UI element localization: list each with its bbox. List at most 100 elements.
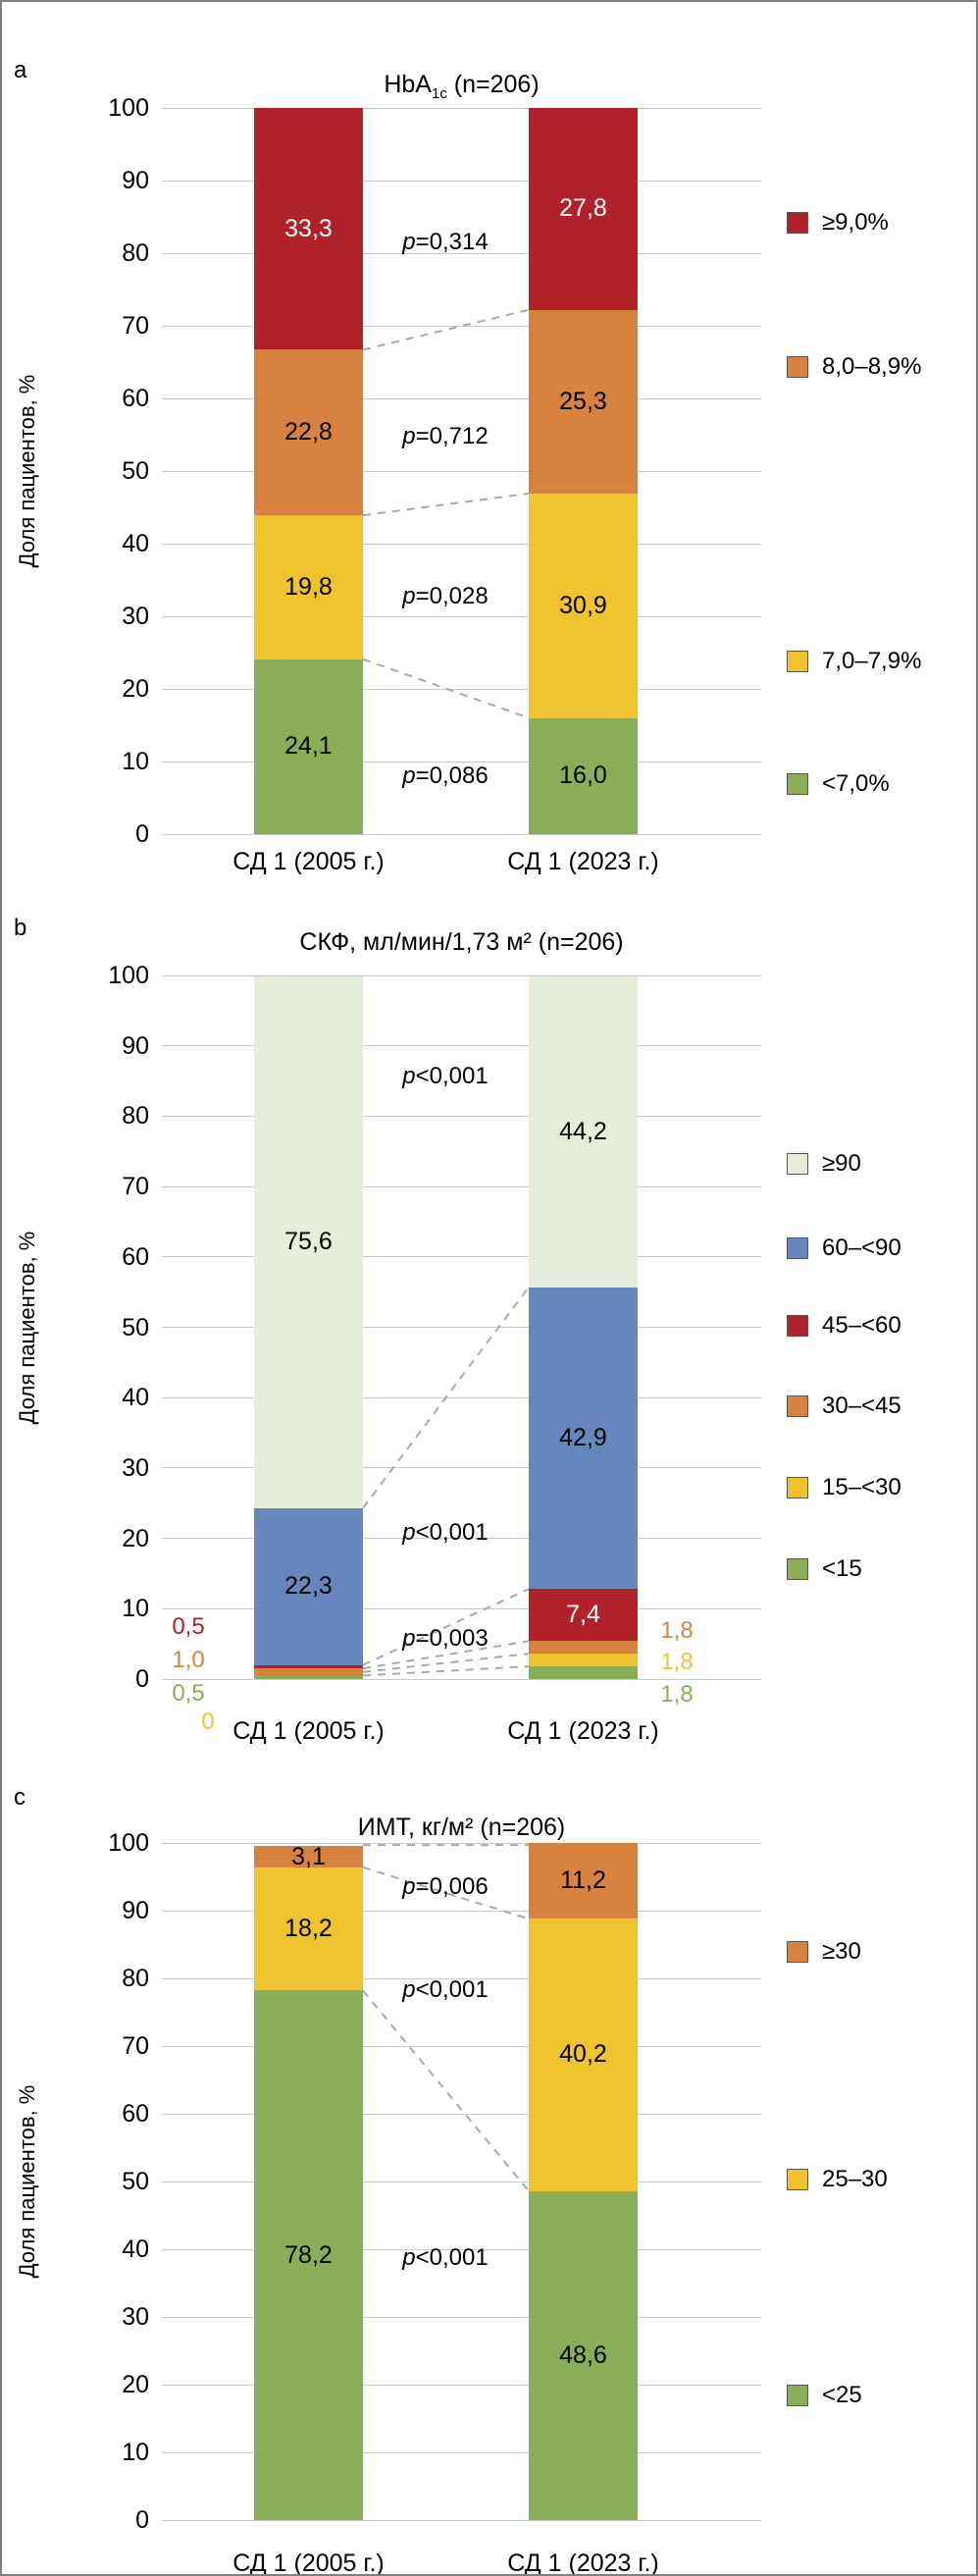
gridline-70 xyxy=(162,1185,761,1187)
y-axis-title: Доля пациентов, % xyxy=(15,374,39,568)
gridline-90 xyxy=(162,1910,761,1912)
segment-yellow xyxy=(529,1654,638,1667)
legend-swatch-pale_green xyxy=(787,1153,808,1176)
y-tick-label-10: 10 xyxy=(122,748,149,775)
segment-yellow: 18,2 xyxy=(254,1866,363,1991)
p-value-label: p=0,003 xyxy=(402,1625,489,1653)
segment-orange xyxy=(529,1641,638,1655)
y-tick-label-60: 60 xyxy=(122,1242,149,1271)
panel-letter-c: c xyxy=(14,1784,26,1811)
legend-label: ≥9,0% xyxy=(822,208,889,236)
connector-line xyxy=(362,1989,530,2192)
gridline-80 xyxy=(162,252,761,254)
panel-title-subscript: 1c xyxy=(431,85,447,102)
gridline-40 xyxy=(162,1396,761,1398)
legend-label: 15–<30 xyxy=(822,1473,901,1500)
legend-swatch-orange xyxy=(787,356,808,379)
segment-red: 27,8 xyxy=(529,108,638,310)
y-tick-label-80: 80 xyxy=(122,1965,149,1992)
segment-value-label: 22,3 xyxy=(284,1572,333,1601)
y-tick-label-70: 70 xyxy=(122,2032,149,2060)
legend-label: <25 xyxy=(822,2382,862,2409)
p-italic: p xyxy=(402,1625,416,1653)
gridline-10 xyxy=(162,2451,761,2453)
segment-value-label: 78,2 xyxy=(284,2240,333,2269)
y-axis-title: Доля пациентов, % xyxy=(15,1231,39,1424)
legend-label: <15 xyxy=(822,1555,862,1583)
p-italic: p xyxy=(402,1872,416,1900)
segment-blue: 22,3 xyxy=(254,1507,363,1665)
panel-title-main: ИМТ, кг/м² (n=206) xyxy=(357,1814,566,1841)
gridline-30 xyxy=(162,1467,761,1469)
y-tick-label-40: 40 xyxy=(122,2235,149,2263)
segment-value-label-outside: 1,8 xyxy=(660,1680,694,1708)
segment-value-label: 3,1 xyxy=(291,1842,326,1870)
x-category-label: СД 1 (2023 г.) xyxy=(507,2550,659,2576)
panel-title: ИМТ, кг/м² (n=206) xyxy=(162,1814,761,1842)
y-tick-label-10: 10 xyxy=(122,2439,149,2466)
y-tick-label-100: 100 xyxy=(108,962,149,989)
y-tick-label-0: 0 xyxy=(135,1665,149,1693)
y-tick-label-60: 60 xyxy=(122,385,149,412)
legend-label: <7,0% xyxy=(822,769,890,797)
y-tick-label-70: 70 xyxy=(122,1173,149,1201)
y-tick-label-40: 40 xyxy=(122,1384,149,1412)
x-category-label: СД 1 (2005 г.) xyxy=(232,2550,385,2576)
gridline-90 xyxy=(162,180,761,182)
y-tick-label-20: 20 xyxy=(122,1524,149,1552)
legend-label: 8,0–8,9% xyxy=(822,353,922,381)
legend-swatch-blue xyxy=(787,1237,808,1260)
gridline-40 xyxy=(162,543,761,545)
gridline-100 xyxy=(162,1842,761,1844)
p-value-label: p=0,314 xyxy=(402,228,489,255)
segment-orange: 25,3 xyxy=(529,309,638,494)
segment-value-label-outside: 0,5 xyxy=(172,1680,205,1708)
segment-green xyxy=(529,1666,638,1679)
gridline-30 xyxy=(162,615,761,617)
p-value-label: p<0,001 xyxy=(402,1063,489,1090)
p-italic: p xyxy=(402,228,416,255)
p-italic: p xyxy=(402,762,416,789)
segment-value-label-outside: 0 xyxy=(201,1708,215,1735)
y-tick-label-30: 30 xyxy=(122,603,149,630)
y-tick-label-70: 70 xyxy=(122,312,149,340)
p-value-label: p<0,001 xyxy=(402,1518,489,1546)
segment-value-label: 30,9 xyxy=(559,591,607,619)
x-category-label: СД 1 (2023 г.) xyxy=(507,848,659,875)
y-tick-label-30: 30 xyxy=(122,1453,149,1482)
y-tick-label-50: 50 xyxy=(122,1313,149,1341)
segment-value-label: 16,0 xyxy=(559,762,607,790)
connector-line xyxy=(362,1640,530,1670)
p-italic: p xyxy=(402,1975,416,2003)
gridline-60 xyxy=(162,397,761,399)
segment-pale_green: 75,6 xyxy=(254,975,363,1508)
segment-orange: 11,2 xyxy=(529,1843,638,1919)
legend-label: 25–30 xyxy=(822,2165,888,2192)
y-tick-label-60: 60 xyxy=(122,2100,149,2128)
segment-value-label: 75,6 xyxy=(284,1228,333,1256)
gridline-100 xyxy=(162,107,761,109)
segment-value-label-outside: 0,5 xyxy=(172,1612,205,1640)
y-tick-label-0: 0 xyxy=(135,820,149,848)
segment-red: 33,3 xyxy=(254,108,363,350)
segment-value-label-outside: 1,0 xyxy=(172,1646,205,1673)
connector-line xyxy=(362,657,530,719)
segment-green xyxy=(254,1675,363,1679)
segment-value-label: 44,2 xyxy=(559,1117,607,1145)
segment-orange xyxy=(254,1668,363,1676)
y-tick-label-90: 90 xyxy=(122,167,149,194)
y-tick-label-40: 40 xyxy=(122,530,149,557)
y-tick-label-30: 30 xyxy=(122,2303,149,2331)
legend-label: 45–<60 xyxy=(822,1312,901,1340)
segment-value-label: 18,2 xyxy=(284,1915,333,1943)
y-tick-label-20: 20 xyxy=(122,2371,149,2398)
x-category-label: СД 1 (2005 г.) xyxy=(232,848,385,875)
p-value-label: p=0,086 xyxy=(402,762,489,789)
gridline-50 xyxy=(162,1327,761,1328)
p-value-label: p<0,001 xyxy=(402,1975,489,2003)
legend-label: 7,0–7,9% xyxy=(822,647,922,674)
gridline-20 xyxy=(162,688,761,690)
legend-swatch-red xyxy=(787,1315,808,1338)
legend-swatch-orange xyxy=(787,1941,808,1964)
gridline-30 xyxy=(162,2316,761,2318)
